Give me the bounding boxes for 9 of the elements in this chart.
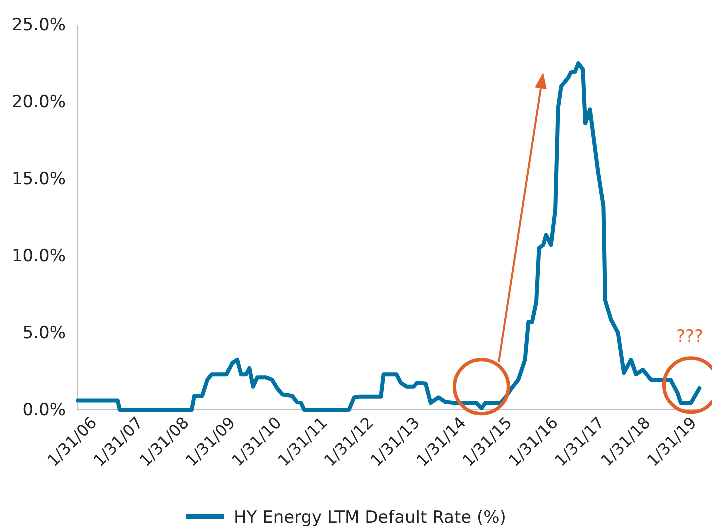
y-tick-label: 20.0%: [12, 92, 66, 112]
y-tick-label: 0.0%: [22, 400, 66, 420]
y-tick-label: 10.0%: [12, 246, 66, 266]
y-tick-label: 15.0%: [12, 169, 66, 190]
line-series: [76, 62, 702, 412]
annotation: ???: [676, 327, 704, 347]
legend-label: HY Energy LTM Default Rate (%): [234, 508, 506, 528]
y-tick-label: 5.0%: [22, 323, 66, 344]
y-tick-label: 25.0%: [12, 15, 66, 36]
